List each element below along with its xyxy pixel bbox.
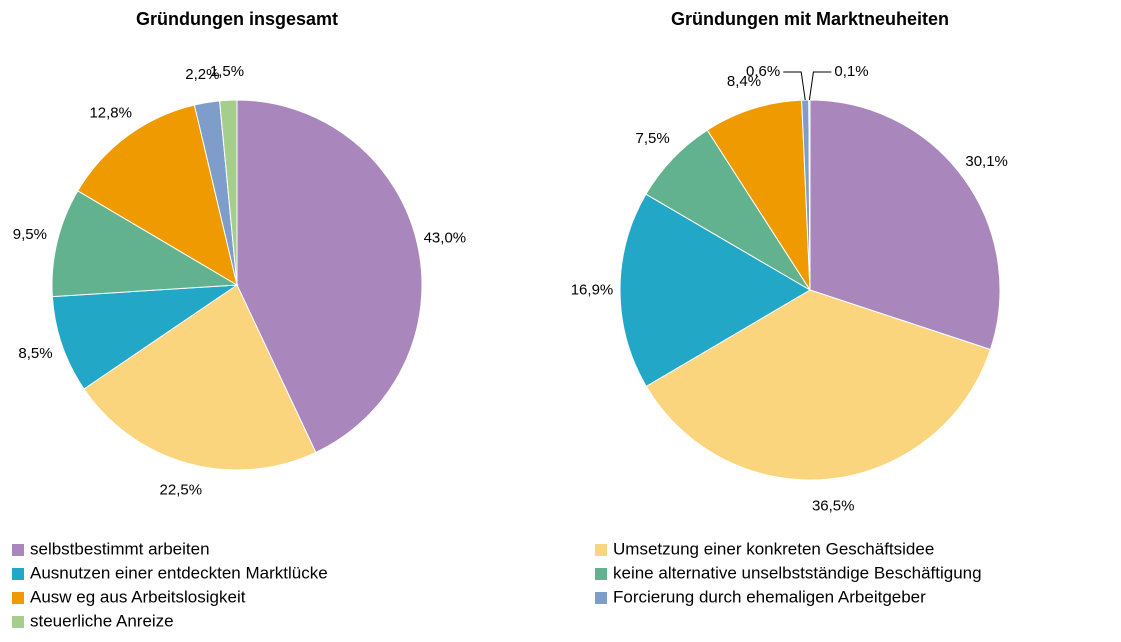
data-label: 7,5% — [636, 130, 670, 147]
data-label: 36,5% — [812, 498, 855, 515]
legend-label: Umsetzung einer konkreten Geschäftsidee — [613, 539, 934, 558]
data-label: 0,6% — [746, 63, 780, 80]
data-label: 8,5% — [18, 345, 52, 362]
legend-label: Forcierung durch ehemaligen Arbeitgeber — [613, 587, 926, 606]
pie-slice — [51, 284, 239, 390]
legend-label: Ausnutzen einer entdeckten Marktlücke — [30, 563, 328, 582]
data-label: 30,1% — [965, 153, 1008, 170]
data-label: 22,5% — [160, 481, 203, 498]
pie-slice — [51, 190, 239, 298]
pie-slice — [809, 99, 1001, 351]
chart-title: Gründungen insgesamt — [136, 9, 338, 29]
data-label: 9,5% — [13, 226, 47, 243]
data-label: 12,8% — [89, 104, 132, 121]
pie-slice — [77, 104, 238, 287]
pie-slice — [219, 99, 238, 286]
pie-slice — [619, 193, 811, 388]
leader-line — [808, 71, 832, 101]
legend-swatch — [12, 544, 24, 556]
pie-slice — [236, 99, 423, 454]
pie-slice — [706, 99, 811, 292]
legend-swatch — [12, 592, 24, 604]
leader-line — [783, 71, 806, 101]
data-label: 16,9% — [571, 281, 614, 298]
data-label: 8,4% — [727, 73, 761, 90]
legend-swatch — [595, 544, 607, 556]
pie-slice — [83, 284, 317, 471]
legend-swatch — [595, 592, 607, 604]
legend-swatch — [12, 616, 24, 628]
legend-label: keine alternative unselbstständige Besch… — [613, 563, 982, 582]
legend-label: Ausw eg aus Arbeitslosigkeit — [30, 587, 246, 606]
data-label: 0,1% — [834, 63, 868, 80]
legend-swatch — [12, 568, 24, 580]
legend-label: selbstbestimmt arbeiten — [30, 539, 210, 558]
data-label: 2,2% — [185, 66, 219, 83]
legend-swatch — [595, 568, 607, 580]
data-label: 43,0% — [424, 230, 467, 247]
legend-label: steuerliche Anreize — [30, 611, 174, 630]
data-label: 1,5% — [210, 63, 244, 80]
pie-slice — [808, 99, 811, 291]
chart-title: Gründungen mit Marktneuheiten — [671, 9, 949, 29]
pie-slice — [645, 289, 992, 481]
